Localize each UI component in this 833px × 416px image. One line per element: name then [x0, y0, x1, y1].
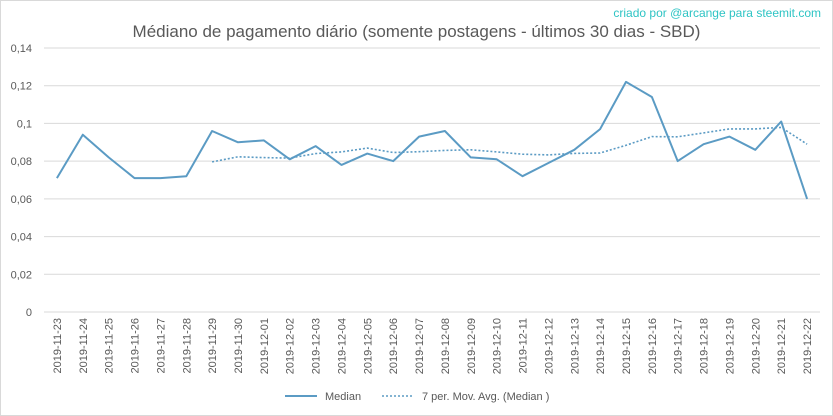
x-tick-label: 2019-12-02 — [285, 318, 297, 374]
x-tick-label: 2019-11-23 — [52, 318, 64, 373]
chart-title: Médiano de pagamento diário (somente pos… — [132, 22, 701, 41]
y-tick-label: 0,1 — [17, 118, 32, 130]
x-tick-label: 2019-12-18 — [699, 318, 711, 374]
x-tick-label: 2019-12-07 — [414, 318, 426, 374]
x-tick-label: 2019-11-27 — [155, 318, 167, 373]
series-lines — [56, 80, 809, 200]
x-tick-label: 2019-11-24 — [78, 318, 90, 373]
x-tick-label: 2019-12-10 — [492, 318, 504, 374]
x-tick-label: 2019-12-14 — [595, 318, 607, 374]
x-tick-label: 2019-12-16 — [647, 318, 659, 374]
y-tick-label: 0,02 — [11, 269, 32, 281]
x-tick-label: 2019-12-13 — [569, 318, 581, 374]
x-tick-label: 2019-11-30 — [233, 318, 245, 373]
x-tick-label: 2019-11-28 — [181, 318, 193, 373]
x-tick-label: 2019-12-04 — [336, 318, 348, 374]
x-tick-label: 2019-12-12 — [543, 318, 555, 374]
legend-label: 7 per. Mov. Avg. (Median ) — [422, 391, 549, 403]
x-tick-label: 2019-12-17 — [673, 318, 685, 374]
x-tick-label: 2019-12-11 — [518, 318, 530, 373]
y-axis-ticks: 0 0,02 0,04 0,06 0,08 0,1 0,12 0,14 — [11, 43, 32, 319]
x-tick-label: 2019-11-25 — [104, 318, 116, 373]
x-tick-label: 2019-11-26 — [130, 318, 142, 373]
x-tick-label: 2019-12-15 — [621, 318, 633, 374]
x-axis-ticks: 2019-11-23 2019-11-24 2019-11-25 2019-11-26… — [52, 318, 814, 374]
x-tick-label: 2019-12-19 — [724, 318, 736, 374]
y-tick-label: 0,14 — [11, 43, 32, 55]
y-tick-label: 0,08 — [11, 156, 32, 168]
gridlines — [44, 47, 820, 313]
y-tick-label: 0,04 — [11, 232, 32, 244]
y-tick-label: 0 — [26, 307, 32, 319]
moving-average-line — [211, 126, 808, 163]
x-tick-label: 2019-12-21 — [776, 318, 788, 374]
x-tick-label: 2019-12-20 — [750, 318, 762, 374]
y-tick-label: 0,06 — [11, 194, 32, 206]
median-line — [56, 80, 809, 200]
x-tick-label: 2019-12-03 — [311, 318, 323, 374]
x-tick-label: 2019-12-05 — [362, 318, 374, 374]
y-tick-label: 0,12 — [11, 81, 32, 93]
x-tick-label: 2019-12-08 — [440, 318, 452, 374]
x-tick-label: 2019-12-01 — [259, 318, 271, 374]
credit-text: criado por @arcange para steemit.com — [613, 6, 821, 20]
legend: Median 7 per. Mov. Avg. (Median ) — [285, 391, 549, 403]
x-tick-label: 2019-12-09 — [466, 318, 478, 374]
legend-label: Median — [325, 391, 361, 403]
x-tick-label: 2019-12-22 — [802, 318, 814, 374]
x-tick-label: 2019-12-06 — [388, 318, 400, 374]
x-tick-label: 2019-11-29 — [207, 318, 219, 373]
